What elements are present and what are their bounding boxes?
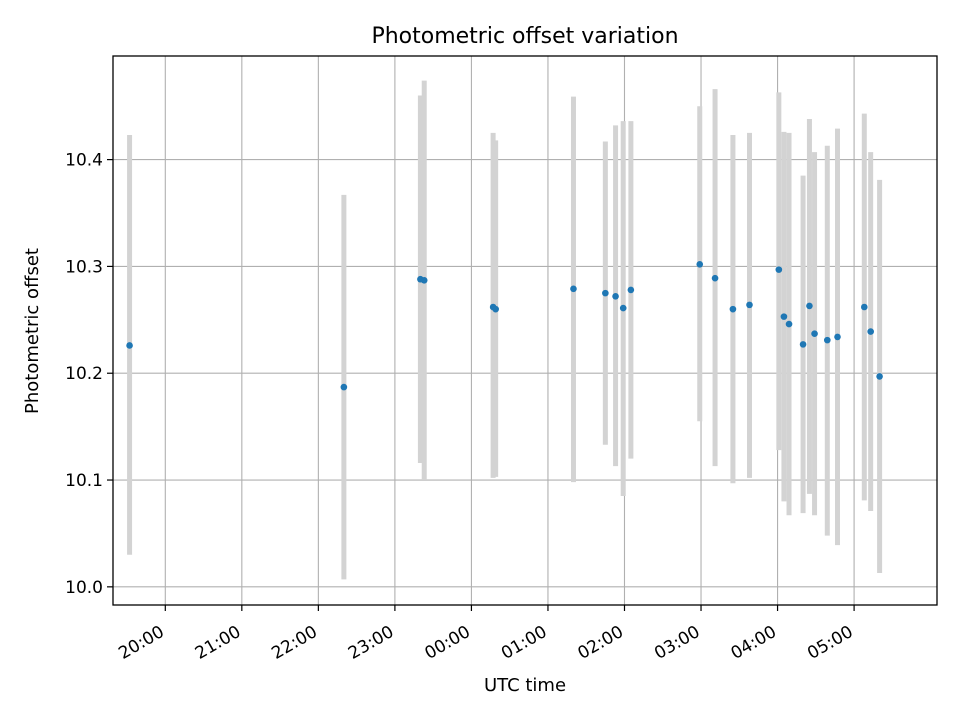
data-point <box>860 303 868 311</box>
data-points <box>126 260 883 391</box>
data-point <box>876 373 883 380</box>
plot-frame <box>112 55 938 606</box>
data-point <box>746 301 753 309</box>
data-point <box>696 260 704 268</box>
x-axis-label: UTC time <box>484 675 566 696</box>
chart-title: Photometric offset variation <box>371 24 678 49</box>
data-point <box>420 276 428 284</box>
data-point <box>824 336 831 344</box>
y-axis-label: Photometric offset <box>22 248 43 414</box>
data-point <box>492 305 499 313</box>
data-point <box>806 302 813 310</box>
data-point <box>619 304 627 312</box>
y-tick-label: 10.4 <box>65 151 103 171</box>
data-point <box>729 305 737 313</box>
data-point <box>780 313 788 320</box>
data-point <box>602 289 609 297</box>
y-tick-label: 10.3 <box>65 257 103 277</box>
data-point <box>612 293 619 300</box>
data-point <box>811 330 818 338</box>
data-point <box>627 286 635 294</box>
data-point <box>340 383 348 391</box>
y-tick-label: 10.2 <box>65 364 103 384</box>
data-point <box>775 266 783 273</box>
data-point <box>126 342 133 349</box>
y-tick-label: 10.0 <box>65 578 103 598</box>
data-point <box>570 285 577 293</box>
data-point <box>785 320 793 328</box>
data-point <box>799 341 807 348</box>
data-point <box>711 274 719 282</box>
data-point <box>867 328 874 335</box>
data-point <box>834 333 841 341</box>
y-tick-label: 10.1 <box>65 471 103 491</box>
